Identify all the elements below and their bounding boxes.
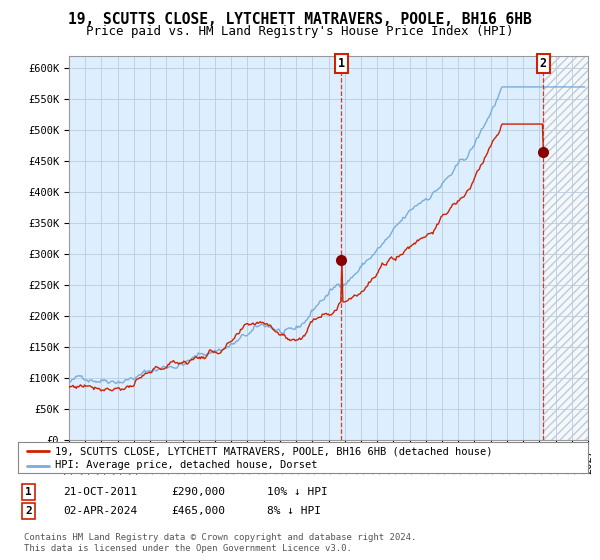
Bar xyxy=(544,56,588,440)
Text: HPI: Average price, detached house, Dorset: HPI: Average price, detached house, Dors… xyxy=(55,460,317,470)
Text: 02-APR-2024: 02-APR-2024 xyxy=(63,506,137,516)
Text: £290,000: £290,000 xyxy=(171,487,225,497)
Text: £465,000: £465,000 xyxy=(171,506,225,516)
Text: 1: 1 xyxy=(25,487,32,497)
Text: 8% ↓ HPI: 8% ↓ HPI xyxy=(267,506,321,516)
Text: 2: 2 xyxy=(25,506,32,516)
Text: Contains HM Land Registry data © Crown copyright and database right 2024.
This d: Contains HM Land Registry data © Crown c… xyxy=(24,533,416,553)
Text: Price paid vs. HM Land Registry's House Price Index (HPI): Price paid vs. HM Land Registry's House … xyxy=(86,25,514,38)
Text: 21-OCT-2011: 21-OCT-2011 xyxy=(63,487,137,497)
Text: 1: 1 xyxy=(338,57,345,70)
Text: 19, SCUTTS CLOSE, LYTCHETT MATRAVERS, POOLE, BH16 6HB (detached house): 19, SCUTTS CLOSE, LYTCHETT MATRAVERS, PO… xyxy=(55,446,493,456)
Text: 10% ↓ HPI: 10% ↓ HPI xyxy=(267,487,328,497)
Text: 19, SCUTTS CLOSE, LYTCHETT MATRAVERS, POOLE, BH16 6HB: 19, SCUTTS CLOSE, LYTCHETT MATRAVERS, PO… xyxy=(68,12,532,27)
Text: 2: 2 xyxy=(540,57,547,70)
